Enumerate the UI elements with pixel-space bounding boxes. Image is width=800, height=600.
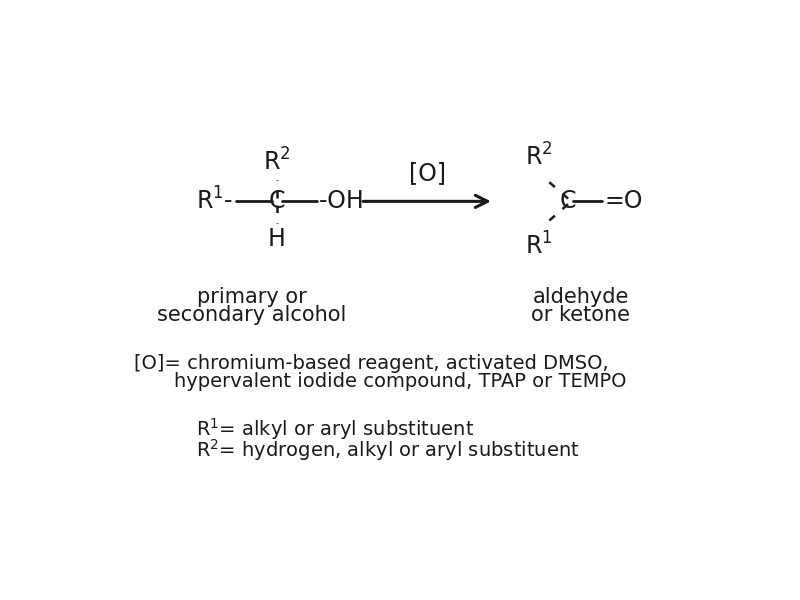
Text: =O: =O <box>604 190 642 214</box>
Text: hypervalent iodide compound, TPAP or TEMPO: hypervalent iodide compound, TPAP or TEM… <box>174 372 627 391</box>
Text: -OH: -OH <box>319 190 365 214</box>
Text: secondary alcohol: secondary alcohol <box>158 305 346 325</box>
Text: R$^2$: R$^2$ <box>525 143 553 170</box>
Text: H: H <box>268 227 286 251</box>
Text: [O]: [O] <box>409 161 446 185</box>
Text: C: C <box>560 190 576 214</box>
Text: primary or: primary or <box>197 287 306 307</box>
Text: aldehyde: aldehyde <box>532 287 629 307</box>
Text: R$^1$-: R$^1$- <box>196 188 234 215</box>
Text: R$^1$: R$^1$ <box>525 232 553 260</box>
Text: R$^2$= hydrogen, alkyl or aryl substituent: R$^2$= hydrogen, alkyl or aryl substitue… <box>196 437 580 463</box>
Text: [O]= chromium-based reagent, activated DMSO,: [O]= chromium-based reagent, activated D… <box>134 354 609 373</box>
Text: R$^2$: R$^2$ <box>263 148 290 175</box>
Text: or ketone: or ketone <box>531 305 630 325</box>
Text: R$^1$= alkyl or aryl substituent: R$^1$= alkyl or aryl substituent <box>196 416 474 442</box>
Text: C: C <box>269 190 285 214</box>
